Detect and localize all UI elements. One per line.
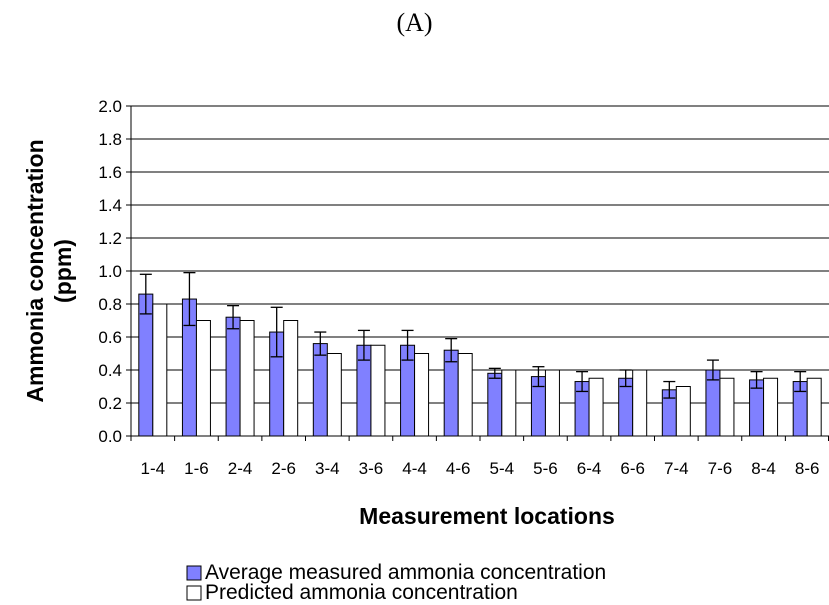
y-axis-title-line1: Ammonia concentration — [22, 139, 48, 402]
x-tick-label: 1-6 — [184, 459, 209, 478]
bar-predicted — [239, 320, 255, 437]
y-tick-label: 1.2 — [98, 229, 122, 248]
x-tick-label: 4-4 — [402, 459, 427, 478]
y-tick-label: 0.6 — [98, 328, 122, 347]
bar-predicted — [326, 353, 342, 437]
legend-swatch-predicted — [186, 585, 202, 601]
y-tick-label: 0.8 — [98, 295, 122, 314]
bar-predicted — [675, 386, 691, 437]
x-tick-label: 8-6 — [795, 459, 820, 478]
x-tick-label: 8-4 — [751, 459, 776, 478]
x-tick-label: 6-6 — [620, 459, 645, 478]
legend-label-measured: Average measured ammonia concentration — [205, 561, 606, 584]
x-tick-label: 7-6 — [708, 459, 733, 478]
y-tick-label: 0.2 — [98, 394, 122, 413]
bar-measured — [487, 372, 503, 437]
bar-predicted — [588, 377, 604, 437]
legend: Average measured ammonia concentration P… — [186, 561, 606, 604]
bar-predicted — [501, 369, 517, 437]
bar-measured — [225, 316, 241, 437]
x-tick-label: 1-4 — [141, 459, 166, 478]
x-tick-label: 7-4 — [664, 459, 689, 478]
bar-predicted — [283, 320, 299, 437]
bar-measured — [312, 343, 328, 437]
y-tick-label: 1.0 — [98, 262, 122, 281]
bar-predicted — [152, 303, 168, 437]
x-tick-label: 3-4 — [315, 459, 340, 478]
y-tick-labels: 0.0 0.2 0.4 0.6 0.8 1.0 1.2 1.4 1.6 1.8 2.0 — [98, 97, 122, 446]
legend-label-predicted: Predicted ammonia concentration — [205, 581, 518, 604]
bar-predicted — [544, 369, 560, 437]
legend-swatch-measured — [186, 565, 202, 581]
x-tick-label: 6-4 — [577, 459, 602, 478]
x-tick-label: 4-6 — [446, 459, 471, 478]
bar-predicted — [632, 369, 648, 437]
y-tick-label: 1.6 — [98, 163, 122, 182]
y-axis-title-line2: (ppm) — [50, 239, 76, 303]
bar-measured — [138, 293, 154, 437]
bar-predicted — [370, 344, 386, 437]
x-tick-label: 2-4 — [228, 459, 253, 478]
bar-predicted — [763, 377, 779, 437]
bar-measured — [443, 349, 459, 437]
x-tick-label: 2-6 — [271, 459, 296, 478]
y-tick-label: 0.0 — [98, 427, 122, 446]
panel-label: (A) — [396, 8, 433, 37]
gridlines — [126, 105, 829, 437]
x-tick-label: 5-4 — [490, 459, 515, 478]
x-tick-label: 5-6 — [533, 459, 558, 478]
y-tick-label: 1.8 — [98, 130, 122, 149]
bar-predicted — [457, 353, 473, 437]
y-tick-label: 1.4 — [98, 196, 122, 215]
y-tick-label: 0.4 — [98, 361, 122, 380]
x-tick-labels: 1-4 1-6 2-4 2-6 3-4 3-6 4-4 4-6 5-4 5-6 6-4 6-6 7-4 7… — [141, 459, 820, 478]
x-axis-title: Measurement locations — [359, 503, 615, 529]
bar-predicted — [195, 320, 211, 437]
bars — [138, 271, 822, 437]
x-tick-label: 3-6 — [359, 459, 384, 478]
bar-predicted — [414, 353, 430, 437]
bar-predicted — [719, 377, 735, 437]
bar-predicted — [806, 377, 822, 437]
y-tick-label: 2.0 — [98, 97, 122, 116]
